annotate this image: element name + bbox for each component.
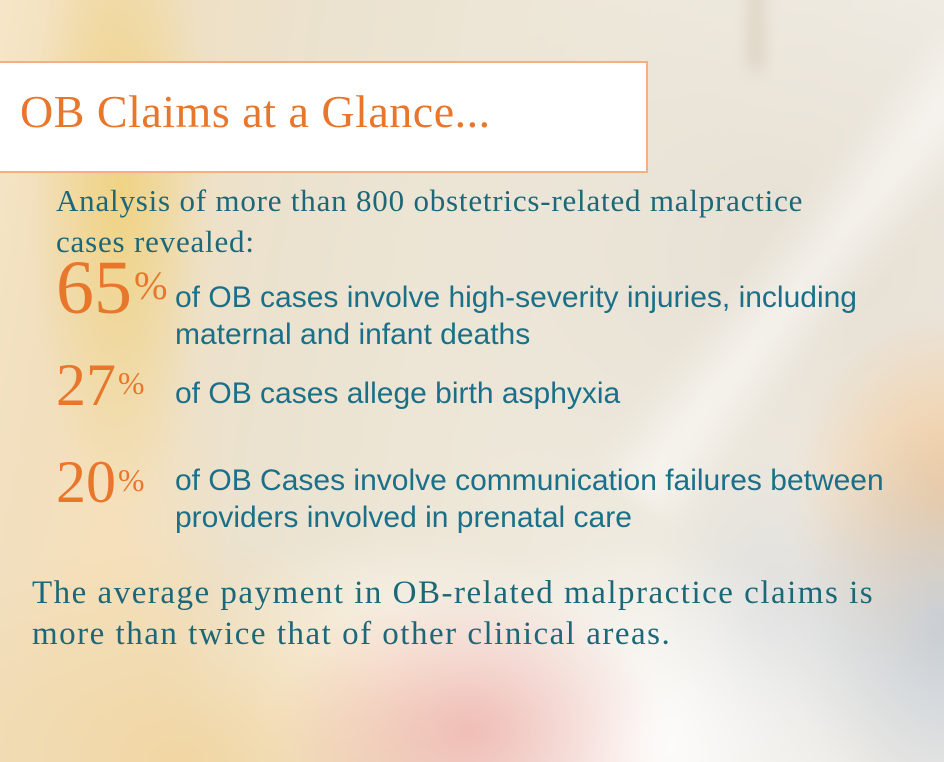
stat-number: 27 [56,352,116,418]
percent-sign: % [118,365,145,401]
percent-sign: % [134,262,168,308]
percent-sign: % [118,462,145,498]
stat-value-65: 65% [56,250,168,326]
stat-number: 20 [56,449,116,515]
stat-description-27: of OB cases allege birth asphyxia [175,377,621,410]
door-edge-line [753,0,759,70]
page-title: OB Claims at a Glance... [20,86,491,137]
stat-value-27: 27% [56,355,145,415]
stat-value-20: 20% [56,452,145,512]
intro-paragraph: Analysis of more than 800 obstetrics-rel… [56,183,804,259]
closing-paragraph: The average payment in OB-related malpra… [32,575,875,652]
stat-number: 65 [56,246,132,330]
title-box: OB Claims at a Glance... [0,61,648,173]
stat-description-20: of OB Cases involve communication failur… [175,464,884,534]
stat-description-65: of OB cases involve high-severity injuri… [175,281,857,351]
